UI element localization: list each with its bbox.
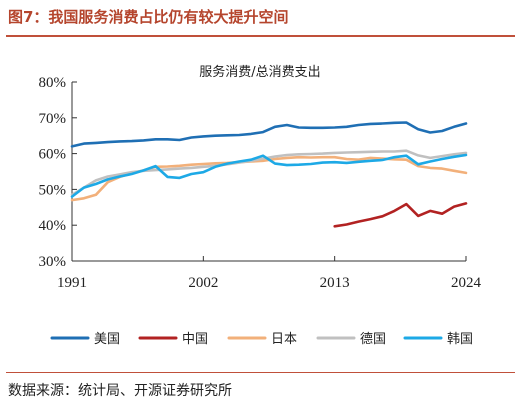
x-axis: 1991 2002 2013 2024 — [57, 256, 482, 291]
series-line — [70, 153, 468, 198]
y-tick-label: 80% — [39, 75, 67, 91]
series-line — [70, 155, 468, 202]
legend-label: 中国 — [182, 332, 208, 347]
legend: 美国 中国 日本 德国 韩国 — [50, 332, 473, 347]
legend-label: 韩国 — [447, 332, 473, 347]
legend-label: 德国 — [360, 332, 386, 347]
y-tick-label: 60% — [39, 147, 67, 163]
x-tick-label: 2002 — [188, 275, 218, 291]
x-tick-label: 2013 — [320, 275, 350, 291]
y-tick-label: 30% — [39, 254, 67, 270]
figure-title: 图7：我国服务消费占比仍有较大提升空间 — [8, 8, 289, 26]
y-tick-label: 50% — [39, 182, 67, 198]
chart-title: 服务消费/总消费支出 — [199, 64, 320, 80]
x-tick-label: 2024 — [451, 275, 482, 291]
y-tick-label: 70% — [39, 111, 67, 127]
x-tick-label: 1991 — [57, 275, 87, 291]
y-tick-label: 40% — [39, 218, 67, 234]
data-source: 数据来源：统计局、开源证券研究所 — [8, 383, 232, 399]
plot-series — [70, 121, 468, 228]
y-axis: 30% 40% 50% 60% 70% 80% — [39, 75, 77, 270]
legend-label: 美国 — [94, 332, 120, 347]
title-divider — [6, 35, 515, 37]
source-divider — [6, 372, 515, 373]
series-line — [70, 121, 468, 148]
series-line — [333, 202, 468, 228]
legend-label: 日本 — [271, 332, 297, 347]
chart: 服务消费/总消费支出 30% 40% 50% 60% 70% 80% 1991 2002 20… — [39, 64, 482, 347]
